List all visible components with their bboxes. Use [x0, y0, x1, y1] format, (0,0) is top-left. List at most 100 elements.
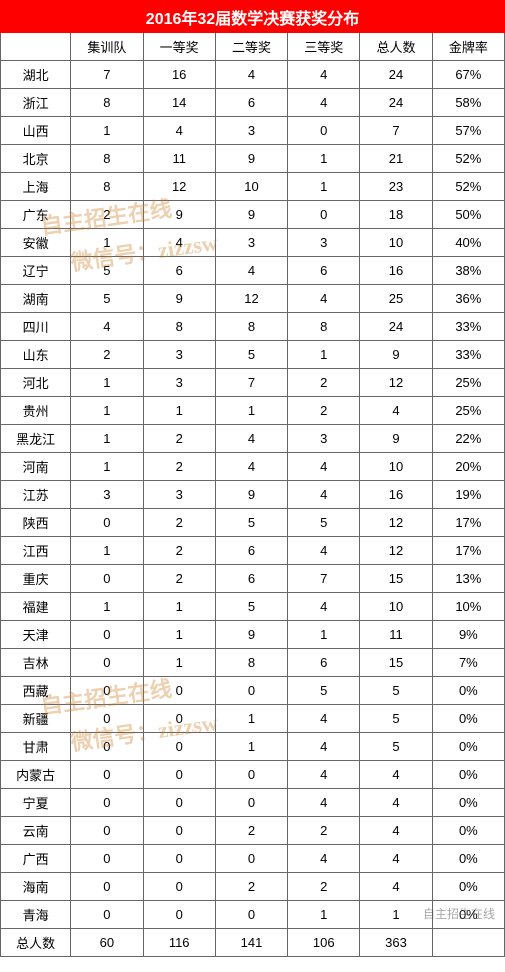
table-row: 云南002240%	[1, 817, 505, 845]
cell-second: 4	[215, 453, 287, 481]
cell-third: 0	[288, 117, 360, 145]
cell-total: 15	[360, 649, 432, 677]
cell-third: 5	[288, 677, 360, 705]
cell-gold: 0%	[432, 789, 504, 817]
cell-training: 1	[71, 369, 143, 397]
cell-training: 0	[71, 845, 143, 873]
cell-third: 6	[288, 257, 360, 285]
cell-second: 1	[215, 733, 287, 761]
cell-third: 1	[288, 173, 360, 201]
cell-second: 5	[215, 593, 287, 621]
cell-training: 8	[71, 145, 143, 173]
table-row: 宁夏000440%	[1, 789, 505, 817]
cell-gold: 0%	[432, 817, 504, 845]
cell-third: 4	[288, 537, 360, 565]
cell-training: 0	[71, 873, 143, 901]
table-row: 河北13721225%	[1, 369, 505, 397]
cell-first: 0	[143, 789, 215, 817]
cell-second: 0	[215, 845, 287, 873]
cell-gold: 9%	[432, 621, 504, 649]
cell-training: 8	[71, 173, 143, 201]
cell-third: 1	[288, 145, 360, 173]
table-row: 江西12641217%	[1, 537, 505, 565]
cell-first: 1	[143, 621, 215, 649]
cell-third: 4	[288, 705, 360, 733]
cell-second: 5	[215, 341, 287, 369]
cell-first: 1	[143, 593, 215, 621]
cell-first: 1	[143, 649, 215, 677]
cell-first: 2	[143, 425, 215, 453]
awards-table: 2016年32届数学决赛获奖分布 集训队 一等奖 二等奖 三等奖 总人数 金牌率…	[0, 0, 505, 957]
cell-third: 1	[288, 901, 360, 929]
table-row: 安徽14331040%	[1, 229, 505, 257]
cell-gold: 38%	[432, 257, 504, 285]
cell-first: 6	[143, 257, 215, 285]
table-row: 天津0191119%	[1, 621, 505, 649]
cell-total: 9	[360, 341, 432, 369]
table-row: 吉林0186157%	[1, 649, 505, 677]
cell-third: 4	[288, 89, 360, 117]
table-row: 上海8121012352%	[1, 173, 505, 201]
table-row: 陕西02551217%	[1, 509, 505, 537]
cell-gold: 25%	[432, 369, 504, 397]
cell-training: 0	[71, 649, 143, 677]
cell-gold: 0%	[432, 845, 504, 873]
cell-first: 9	[143, 285, 215, 313]
cell-gold: 0%	[432, 873, 504, 901]
cell-second: 8	[215, 313, 287, 341]
cell-province: 青海	[1, 901, 71, 929]
col-first-header: 一等奖	[143, 33, 215, 61]
cell-first: 0	[143, 901, 215, 929]
cell-province: 海南	[1, 873, 71, 901]
cell-second: 9	[215, 481, 287, 509]
cell-second: 0	[215, 761, 287, 789]
cell-second: 0	[215, 789, 287, 817]
cell-training: 3	[71, 481, 143, 509]
cell-training: 1	[71, 229, 143, 257]
cell-training: 2	[71, 341, 143, 369]
cell-total: 12	[360, 369, 432, 397]
cell-first: 0	[143, 733, 215, 761]
cell-gold: 67%	[432, 61, 504, 89]
cell-gold: 19%	[432, 481, 504, 509]
cell-gold: 25%	[432, 397, 504, 425]
cell-training: 0	[71, 817, 143, 845]
cell-province: 广东	[1, 201, 71, 229]
cell-total: 5	[360, 733, 432, 761]
cell-province: 河南	[1, 453, 71, 481]
cell-province: 甘肃	[1, 733, 71, 761]
col-training-header: 集训队	[71, 33, 143, 61]
cell-gold: 36%	[432, 285, 504, 313]
cell-province: 黑龙江	[1, 425, 71, 453]
cell-training: 1	[71, 453, 143, 481]
cell-gold: 0%	[432, 677, 504, 705]
cell-total: 5	[360, 677, 432, 705]
cell-first: 16	[143, 61, 215, 89]
cell-third: 5	[288, 509, 360, 537]
cell-gold: 17%	[432, 509, 504, 537]
cell-province: 广西	[1, 845, 71, 873]
cell-second: 0	[215, 677, 287, 705]
cell-province: 安徽	[1, 229, 71, 257]
cell-third: 1	[288, 341, 360, 369]
cell-second: 4	[215, 425, 287, 453]
cell-gold: 10%	[432, 593, 504, 621]
cell-total: 16	[360, 257, 432, 285]
cell-training: 1	[71, 537, 143, 565]
cell-second: 1	[215, 397, 287, 425]
cell-first: 4	[143, 229, 215, 257]
cell-second: 4	[215, 257, 287, 285]
cell-first: 14	[143, 89, 215, 117]
cell-province: 山西	[1, 117, 71, 145]
table-row: 江苏33941619%	[1, 481, 505, 509]
cell-third: 2	[288, 397, 360, 425]
cell-training: 0	[71, 901, 143, 929]
cell-total: 12	[360, 509, 432, 537]
cell-gold: 57%	[432, 117, 504, 145]
cell-total: 11	[360, 621, 432, 649]
cell-second: 4	[215, 61, 287, 89]
cell-third: 0	[288, 201, 360, 229]
cell-second: 6	[215, 89, 287, 117]
cell-gold: 0%	[432, 733, 504, 761]
cell-first: 12	[143, 173, 215, 201]
